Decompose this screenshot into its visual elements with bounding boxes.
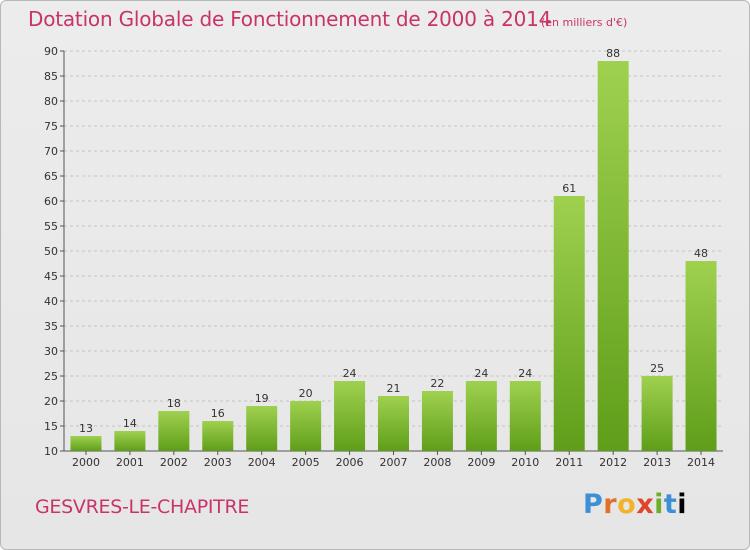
value-label: 24: [518, 367, 532, 380]
value-label: 25: [650, 362, 664, 375]
bar-2011: [553, 196, 585, 451]
x-tick-label: 2011: [555, 456, 583, 469]
logo-letter: r: [603, 489, 618, 520]
y-tick-label: 30: [44, 345, 58, 358]
y-tick-label: 65: [44, 170, 58, 183]
bar-2008: [421, 391, 453, 451]
value-label: 21: [387, 382, 401, 395]
bar-2005: [290, 401, 322, 451]
bar-2006: [334, 381, 366, 451]
y-tick-label: 75: [44, 120, 58, 133]
location-name: GESVRES-LE-CHAPITRE: [35, 496, 250, 518]
value-label: 18: [167, 397, 181, 410]
bar-2007: [378, 396, 409, 451]
logo-letter: i: [654, 489, 664, 520]
x-tick-label: 2002: [160, 456, 188, 469]
x-tick-label: 2001: [116, 456, 144, 469]
y-tick-label: 20: [44, 395, 58, 408]
x-tick-label: 2000: [72, 456, 100, 469]
bar-2014: [685, 261, 717, 451]
x-tick-label: 2007: [380, 456, 408, 469]
bar-2003: [202, 421, 234, 451]
y-tick-label: 85: [44, 70, 58, 83]
value-label: 14: [123, 417, 137, 430]
logo-letter: x: [636, 489, 655, 520]
value-label: 24: [474, 367, 488, 380]
y-tick-label: 10: [44, 445, 58, 458]
logo-letter: t: [663, 489, 678, 520]
chart-title: Dotation Globale de Fonctionnement de 20…: [28, 7, 552, 31]
y-tick-label: 50: [44, 245, 58, 258]
labels: 10 15 20 25 30 35 40 45 50 55 60 65 70 75 80 85 90 2000 13…: [44, 45, 715, 469]
y-tick-label: 70: [44, 145, 58, 158]
y-tick-label: 60: [44, 195, 58, 208]
bar-2012: [597, 61, 629, 451]
value-label: 61: [562, 182, 576, 195]
x-tick-label: 2014: [687, 456, 715, 469]
value-label: 24: [343, 367, 357, 380]
x-tick-label: 2004: [248, 456, 276, 469]
y-tick-label: 40: [44, 295, 58, 308]
x-tick-label: 2006: [336, 456, 364, 469]
value-label: 48: [694, 247, 708, 260]
value-label: 16: [211, 407, 225, 420]
x-tick-label: 2012: [599, 456, 627, 469]
x-tick-label: 2009: [467, 456, 495, 469]
chart-subtitle: (en milliers d'€): [541, 16, 628, 29]
value-label: 13: [79, 422, 93, 435]
x-tick-label: 2010: [511, 456, 539, 469]
proxiti-logo[interactable]: Proxiti: [583, 489, 687, 520]
y-tick-label: 55: [44, 220, 58, 233]
logo-letter: P: [583, 489, 604, 520]
bar-2001: [114, 431, 146, 451]
y-tick-label: 25: [44, 370, 58, 383]
y-tick-label: 35: [44, 320, 58, 333]
bars: [70, 61, 717, 451]
bar-2002: [158, 411, 190, 451]
bar-2004: [246, 406, 278, 451]
x-tick-label: 2005: [292, 456, 320, 469]
bar-2000: [70, 436, 102, 451]
y-tick-label: 45: [44, 270, 58, 283]
y-tick-label: 15: [44, 420, 58, 433]
logo-letter: i: [677, 489, 688, 520]
value-label: 20: [299, 387, 313, 400]
y-tick-label: 90: [44, 45, 58, 58]
x-tick-label: 2003: [204, 456, 232, 469]
y-tick-label: 80: [44, 95, 58, 108]
x-tick-label: 2008: [423, 456, 451, 469]
value-label: 88: [606, 47, 620, 60]
bar-2013: [641, 376, 673, 451]
x-tick-label: 2013: [643, 456, 671, 469]
logo-letter: o: [617, 489, 637, 520]
value-label: 19: [255, 392, 269, 405]
bar-2009: [465, 381, 497, 451]
value-label: 22: [430, 377, 444, 390]
bar-2010: [509, 381, 541, 451]
